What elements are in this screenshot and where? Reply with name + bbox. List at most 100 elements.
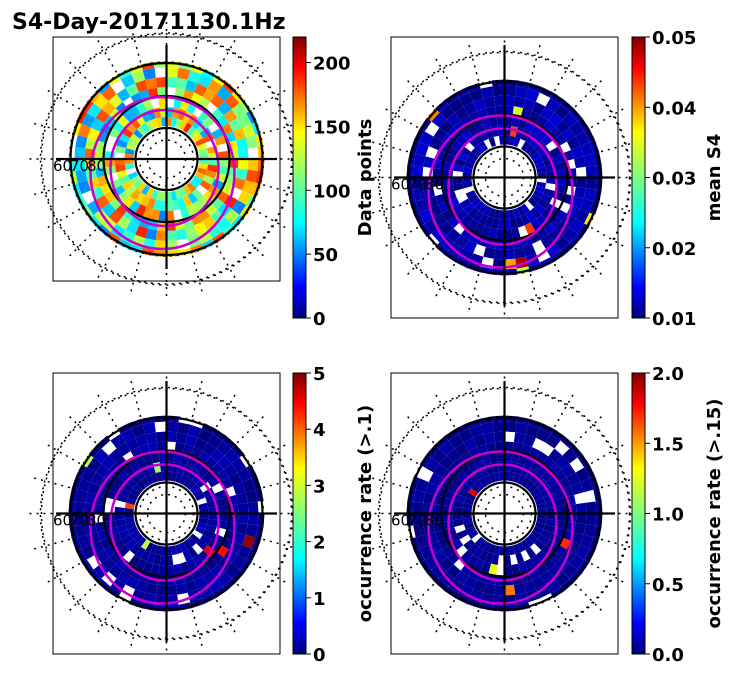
heatmap-cell [129, 188, 141, 201]
heatmap-cell [471, 197, 482, 208]
heatmap-cell [585, 513, 597, 526]
heatmap-cell [199, 180, 212, 191]
heatmap-cell [135, 101, 147, 114]
heatmap-cell [233, 177, 246, 191]
heatmap-cell [549, 482, 562, 494]
heatmap-cell [198, 517, 209, 525]
heatmap-cell [532, 575, 546, 590]
heatmap-cell [183, 122, 193, 133]
heatmap-cell [471, 483, 482, 494]
heatmap-cell [493, 545, 501, 556]
heatmap-cell [86, 102, 102, 118]
heatmap-cell [135, 456, 147, 469]
heatmap-cell [556, 505, 567, 514]
heatmap-cell [186, 536, 197, 547]
colorbar-tick-label: 2.0 [652, 364, 684, 385]
heatmap-cell [218, 505, 229, 514]
heatmap-cell [155, 190, 163, 201]
heatmap-cell [197, 74, 213, 88]
heatmap-cell [562, 112, 578, 128]
heatmap-cell [170, 117, 178, 128]
heatmap-cell [135, 225, 148, 239]
heatmap-cell [511, 563, 521, 575]
heatmap-cell [534, 497, 546, 505]
heatmap-cell [175, 228, 188, 241]
heatmap-cell [524, 558, 536, 571]
heatmap-cell [177, 197, 187, 210]
heatmap-cell [86, 200, 102, 216]
heatmap-cell [136, 480, 147, 491]
heatmap-cell [530, 194, 541, 204]
heatmap-cell [155, 431, 167, 443]
heatmap-cell [130, 487, 141, 497]
heatmap-cell [233, 532, 246, 545]
heatmap-cell [216, 440, 232, 456]
heatmap-cell [150, 543, 158, 555]
heatmap-cell [116, 169, 128, 179]
heatmap-cell [462, 177, 472, 183]
heatmap-cell [135, 558, 147, 571]
heatmap-cell [454, 442, 469, 457]
heatmap-cell [237, 544, 252, 560]
heatmap-cell [515, 422, 529, 435]
heatmap-cell [562, 563, 578, 579]
heatmap-cell [433, 127, 448, 142]
heatmap-cell [186, 182, 197, 193]
heatmap-cell [515, 216, 525, 228]
heatmap-cell [555, 119, 570, 134]
heatmap-cell [469, 88, 484, 102]
lat-label: 80 [425, 176, 444, 194]
auroral-oval-inner [109, 463, 220, 582]
heatmap-cell [483, 247, 496, 259]
heatmap-cell [439, 440, 455, 456]
heatmap-cell [179, 120, 188, 131]
heatmap-cell [207, 164, 219, 173]
heatmap-cell [166, 67, 179, 78]
heatmap-cell [459, 198, 472, 210]
heatmap-cell [177, 422, 191, 435]
heatmap-cell [546, 513, 557, 521]
heatmap-cell [236, 522, 248, 535]
heatmap-cell [504, 555, 512, 566]
heatmap-cell [517, 542, 526, 553]
heatmap-cell [534, 161, 546, 169]
heatmap-cell [413, 524, 426, 538]
heatmap-cell [210, 448, 225, 463]
heatmap-cell [493, 431, 505, 443]
heatmap-cell [468, 194, 479, 204]
heatmap-cell [158, 565, 167, 576]
heatmap-cell [533, 190, 544, 199]
heatmap-cell [142, 67, 156, 80]
heatmap-cell [513, 583, 526, 595]
heatmap-cell [142, 453, 154, 466]
heatmap-cell [469, 253, 484, 267]
heatmap-cell [133, 179, 144, 189]
heatmap-cell [228, 118, 243, 132]
heatmap-cell [499, 135, 505, 145]
heatmap-cell [199, 508, 209, 514]
heatmap-cell [534, 539, 546, 551]
heatmap-cell [484, 552, 494, 564]
heatmap-cell [523, 98, 536, 111]
heatmap-cell [535, 584, 551, 599]
heatmap-cell [463, 539, 475, 551]
heatmap-cell [483, 583, 496, 595]
heatmap-cell [549, 146, 562, 158]
heatmap-cell [75, 524, 88, 538]
heatmap-cell [452, 164, 464, 173]
heatmap-cell [125, 83, 139, 97]
heatmap-cell [412, 513, 424, 526]
heatmap-cell [166, 546, 172, 556]
heatmap-cell [150, 189, 158, 200]
heatmap-cell [157, 441, 167, 453]
heatmap-cell [202, 133, 215, 143]
heatmap-cell [561, 127, 576, 142]
heatmap-cell [124, 508, 134, 514]
heatmap-cell [520, 129, 531, 142]
colorbar-label: occurrence rate (>.15) [704, 399, 725, 629]
heatmap-cell [575, 467, 590, 483]
heatmap-cell [114, 506, 125, 514]
heatmap-cell [465, 156, 476, 165]
heatmap-cell [208, 159, 219, 166]
heatmap-cell [150, 118, 158, 129]
